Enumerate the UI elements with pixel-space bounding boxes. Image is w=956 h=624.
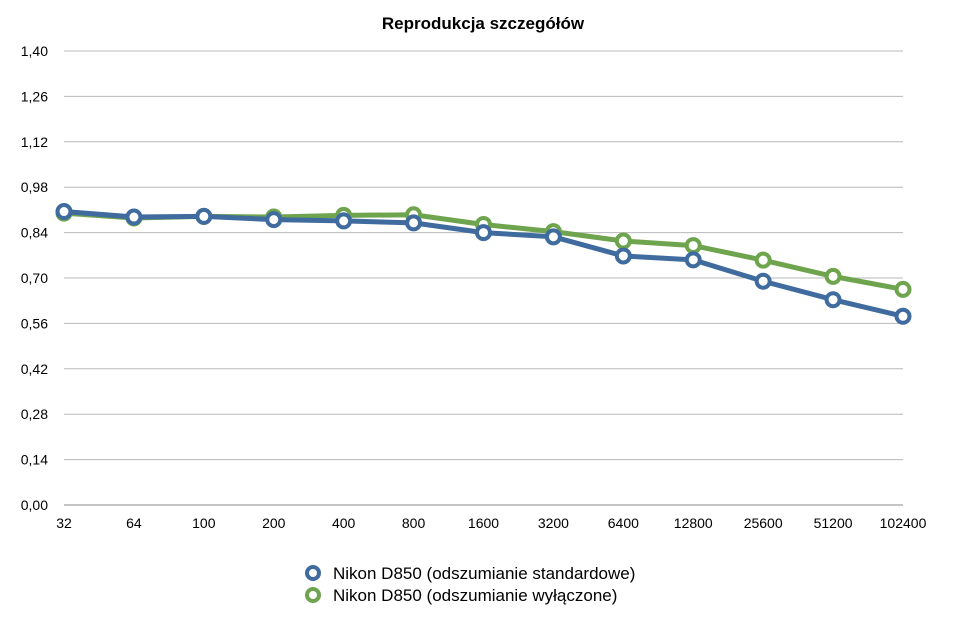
series-2 bbox=[55, 204, 912, 298]
series-1 bbox=[55, 203, 912, 325]
data-point bbox=[754, 272, 772, 290]
x-tick-label: 400 bbox=[332, 515, 356, 531]
x-axis: 32 64 100 200 400 800 1600 3200 6400 12800 25600 51… bbox=[56, 515, 926, 531]
legend-marker bbox=[305, 587, 321, 603]
data-point bbox=[55, 203, 73, 221]
y-tick-label: 0,42 bbox=[21, 361, 48, 377]
x-tick-label: 102400 bbox=[880, 515, 927, 531]
data-point bbox=[125, 208, 143, 226]
x-tick-label: 25600 bbox=[744, 515, 783, 531]
data-point bbox=[684, 251, 702, 269]
data-point bbox=[824, 267, 842, 285]
data-point bbox=[894, 307, 912, 325]
y-tick-label: 0,84 bbox=[21, 225, 48, 241]
y-tick-label: 0,98 bbox=[21, 179, 48, 195]
x-tick-label: 64 bbox=[126, 515, 142, 531]
gridlines bbox=[64, 50, 903, 506]
x-tick-label: 200 bbox=[262, 515, 286, 531]
legend-item: Nikon D850 (odszumianie standardowe) bbox=[305, 564, 635, 583]
data-point bbox=[754, 251, 772, 269]
y-axis: 0,00 0,14 0,28 0,42 0,56 0,70 0,84 0,98 1,12 1,26… bbox=[21, 43, 48, 513]
x-tick-label: 32 bbox=[56, 515, 72, 531]
series-group bbox=[55, 203, 912, 325]
legend-label: Nikon D850 (odszumianie wyłączone) bbox=[333, 586, 617, 605]
x-tick-label: 12800 bbox=[674, 515, 713, 531]
y-tick-label: 1,12 bbox=[21, 134, 48, 150]
x-tick-label: 3200 bbox=[538, 515, 569, 531]
y-tick-label: 1,40 bbox=[21, 43, 48, 59]
data-point bbox=[195, 207, 213, 225]
x-tick-label: 6400 bbox=[608, 515, 639, 531]
y-tick-label: 1,26 bbox=[21, 88, 48, 104]
y-tick-label: 0,56 bbox=[21, 315, 48, 331]
data-point bbox=[684, 237, 702, 255]
x-tick-label: 51200 bbox=[814, 515, 853, 531]
data-point bbox=[894, 280, 912, 298]
legend: Nikon D850 (odszumianie standardowe) Niko… bbox=[305, 564, 635, 605]
chart-title: Reprodukcja szczegółów bbox=[382, 14, 585, 33]
data-point bbox=[544, 228, 562, 246]
y-tick-label: 0,14 bbox=[21, 452, 48, 468]
data-point bbox=[614, 247, 632, 265]
x-tick-label: 1600 bbox=[468, 515, 499, 531]
y-tick-label: 0,00 bbox=[21, 497, 48, 513]
legend-item: Nikon D850 (odszumianie wyłączone) bbox=[305, 586, 617, 605]
legend-label: Nikon D850 (odszumianie standardowe) bbox=[333, 564, 635, 583]
data-point bbox=[824, 291, 842, 309]
data-point bbox=[475, 224, 492, 242]
legend-marker bbox=[305, 565, 321, 581]
data-point bbox=[335, 212, 353, 230]
data-point bbox=[405, 214, 423, 232]
x-tick-label: 100 bbox=[192, 515, 216, 531]
y-tick-label: 0,70 bbox=[21, 270, 48, 286]
y-tick-label: 0,28 bbox=[21, 406, 48, 422]
x-tick-label: 800 bbox=[402, 515, 426, 531]
data-point bbox=[614, 232, 632, 250]
data-point bbox=[265, 211, 283, 229]
